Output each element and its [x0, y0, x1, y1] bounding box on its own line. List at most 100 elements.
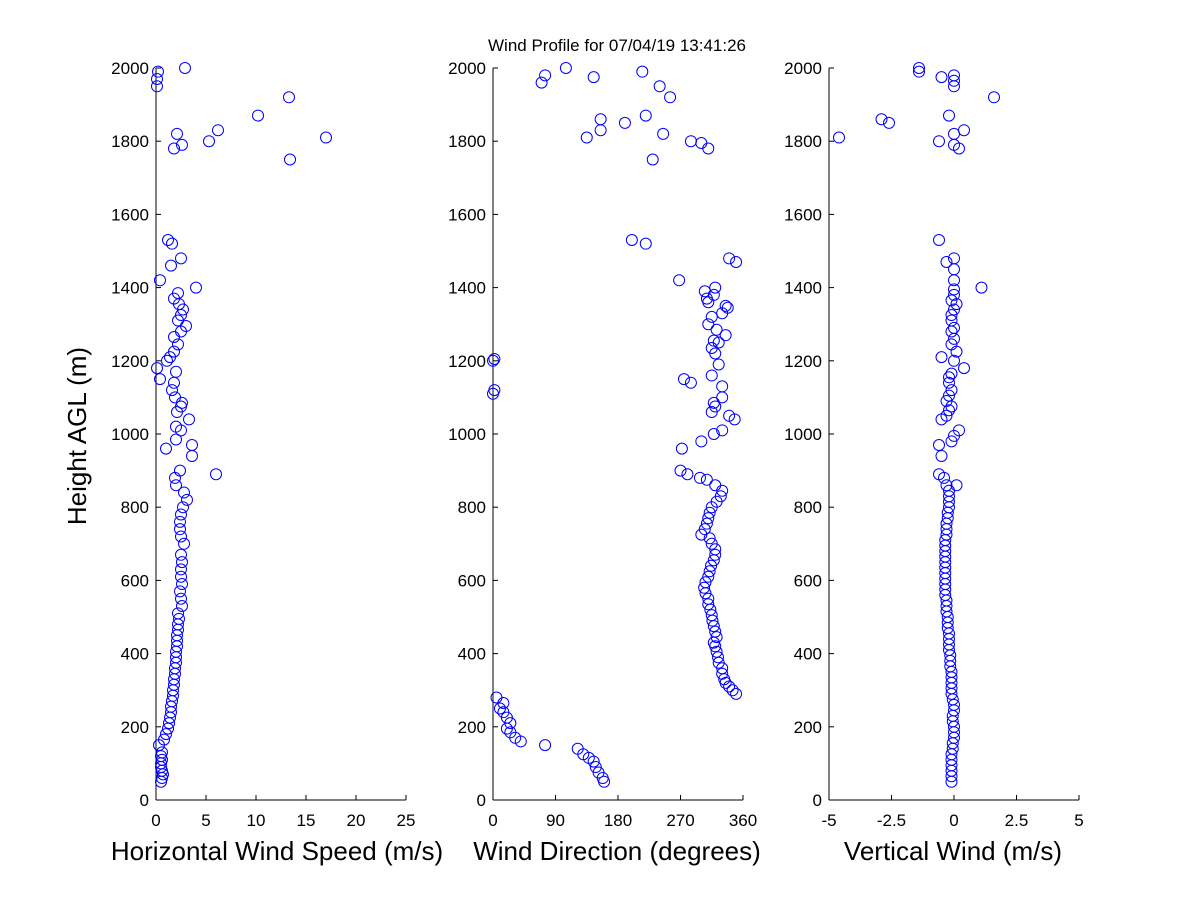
y-tick-label-direction: 600	[458, 571, 486, 590]
data-point	[698, 285, 711, 298]
x-axis-label-vertical: Vertical Wind (m/s)	[844, 836, 1062, 866]
data-point	[975, 281, 988, 294]
data-point	[710, 645, 723, 658]
data-point	[488, 384, 501, 397]
data-point	[712, 651, 724, 664]
data-point	[487, 354, 499, 367]
data-point	[639, 109, 652, 122]
data-point	[702, 142, 715, 155]
y-tick-label-speed: 1800	[111, 132, 149, 151]
data-point	[504, 726, 517, 739]
data-point	[698, 581, 711, 594]
y-tick-label-speed: 600	[121, 571, 149, 590]
data-point	[677, 373, 690, 386]
data-point	[705, 559, 718, 572]
y-tick-label-speed: 200	[121, 718, 149, 737]
data-point	[702, 592, 715, 605]
figure-title: Wind Profile for 07/04/19 13:41:26	[488, 36, 746, 55]
data-point	[175, 530, 187, 543]
y-tick-label-vertical: 2000	[784, 59, 822, 78]
data-point	[940, 255, 953, 268]
y-tick-label-direction: 2000	[448, 59, 486, 78]
data-point	[181, 493, 193, 506]
data-point	[948, 354, 960, 367]
data-point	[948, 127, 960, 140]
data-point	[674, 464, 687, 477]
y-tick-label-direction: 1600	[448, 205, 486, 224]
data-point	[948, 252, 960, 265]
x-tick-label-vertical: -2.5	[877, 811, 906, 830]
data-point	[945, 309, 958, 322]
data-point	[705, 609, 718, 622]
data-point	[155, 775, 167, 788]
data-point	[161, 354, 173, 367]
data-point	[716, 391, 729, 404]
data-point	[705, 537, 718, 550]
data-point	[948, 74, 960, 87]
data-point	[948, 69, 960, 82]
data-point	[943, 371, 955, 384]
data-point	[190, 281, 202, 294]
data-point	[705, 369, 718, 382]
data-point	[594, 113, 607, 126]
data-point	[948, 698, 960, 711]
data-point	[681, 468, 694, 481]
data-point	[699, 576, 712, 589]
data-point	[875, 113, 888, 126]
data-point	[935, 71, 948, 84]
data-point	[943, 376, 955, 389]
y-tick-label-speed: 1000	[111, 425, 149, 444]
data-point	[703, 565, 716, 578]
x-tick-label-direction: 90	[546, 811, 565, 830]
data-point	[940, 479, 953, 492]
data-point	[284, 153, 296, 166]
data-point	[174, 523, 186, 536]
data-point	[700, 473, 713, 486]
data-point	[933, 438, 945, 451]
data-point	[945, 367, 958, 380]
data-point	[943, 389, 955, 402]
data-point	[168, 142, 180, 155]
data-point	[180, 320, 192, 333]
data-point	[684, 135, 697, 148]
panel-direction: 0 200 400 600 800 1000 1200 1400 1600 1800 2000 0 90…	[448, 59, 761, 866]
panel-vertical: 0 200 400 600 800 1000 1200 1400 1600 1800 2000 -5 -…	[784, 59, 1084, 866]
x-tick-label-direction: 180	[604, 811, 632, 830]
data-point	[183, 413, 195, 426]
data-point	[945, 384, 958, 397]
x-tick-label-speed: 10	[247, 811, 266, 830]
data-point	[162, 234, 174, 247]
data-point	[156, 746, 168, 759]
data-point	[212, 124, 224, 137]
data-point	[152, 65, 164, 78]
data-point	[490, 691, 503, 704]
data-point	[945, 325, 958, 338]
data-point	[168, 376, 180, 389]
data-point	[172, 607, 184, 620]
data-point	[171, 127, 183, 140]
data-point	[913, 62, 925, 74]
data-point	[497, 706, 510, 719]
data-point	[945, 435, 958, 448]
x-axis-label-speed: Horizontal Wind Speed (m/s)	[111, 836, 443, 866]
data-point	[646, 153, 659, 166]
y-tick-label-vertical: 1800	[784, 132, 822, 151]
data-point	[703, 506, 716, 519]
data-point	[618, 116, 631, 129]
data-point	[958, 362, 970, 375]
data-point	[945, 338, 958, 351]
data-point	[695, 137, 708, 150]
data-point	[723, 252, 736, 265]
y-tick-label-speed: 2000	[111, 59, 149, 78]
data-point	[177, 501, 189, 514]
data-point	[176, 396, 188, 409]
y-tick-label-vertical: 0	[813, 791, 822, 810]
data-point	[953, 142, 965, 155]
x-tick-label-speed: 25	[397, 811, 416, 830]
data-point	[709, 479, 722, 492]
data-point	[935, 351, 948, 364]
data-point	[155, 750, 167, 763]
data-point	[203, 135, 215, 148]
data-point	[709, 548, 722, 561]
data-point	[589, 761, 602, 774]
